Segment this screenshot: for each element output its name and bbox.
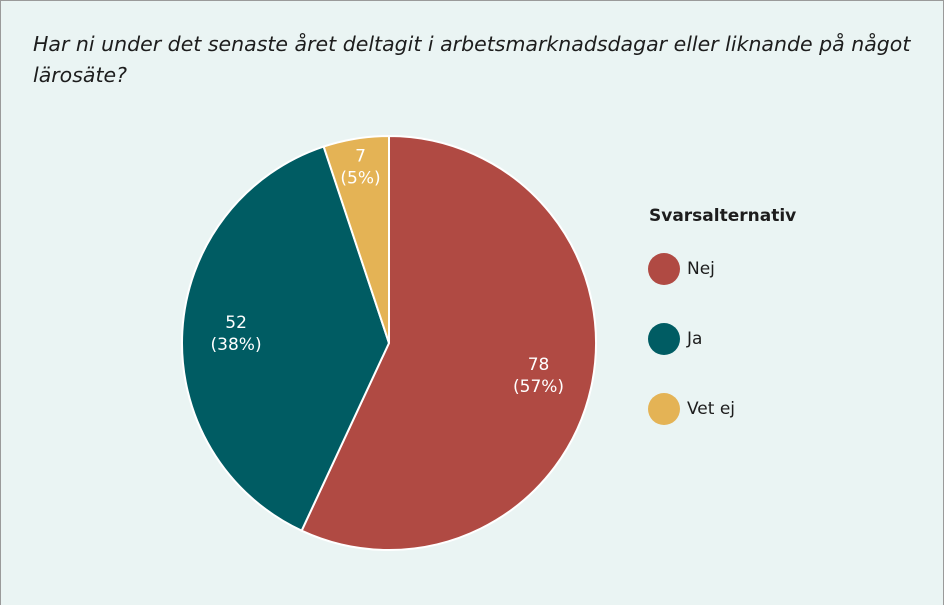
legend-swatch [648,253,680,285]
legend-label: Ja [686,329,702,349]
legend-title: Svarsalternativ [649,206,796,226]
legend-label: Nej [687,259,715,279]
pie-slice [181,145,391,532]
legend-swatch [648,393,680,425]
chart-title: Har ni under det senaste året deltagit i… [33,32,911,87]
legend-label: Vet ej [687,399,735,419]
legend-swatch [648,323,680,355]
slice-share-label: (57%) [513,377,564,397]
slice-share-label: (38%) [211,335,262,355]
slice-value-label: 7 [355,146,366,166]
slice-value-label: 78 [528,355,550,375]
pie-slice [322,134,390,344]
slice-value-label: 52 [225,313,247,333]
slice-share-label: (5%) [340,168,380,188]
pie-slice [300,134,597,551]
